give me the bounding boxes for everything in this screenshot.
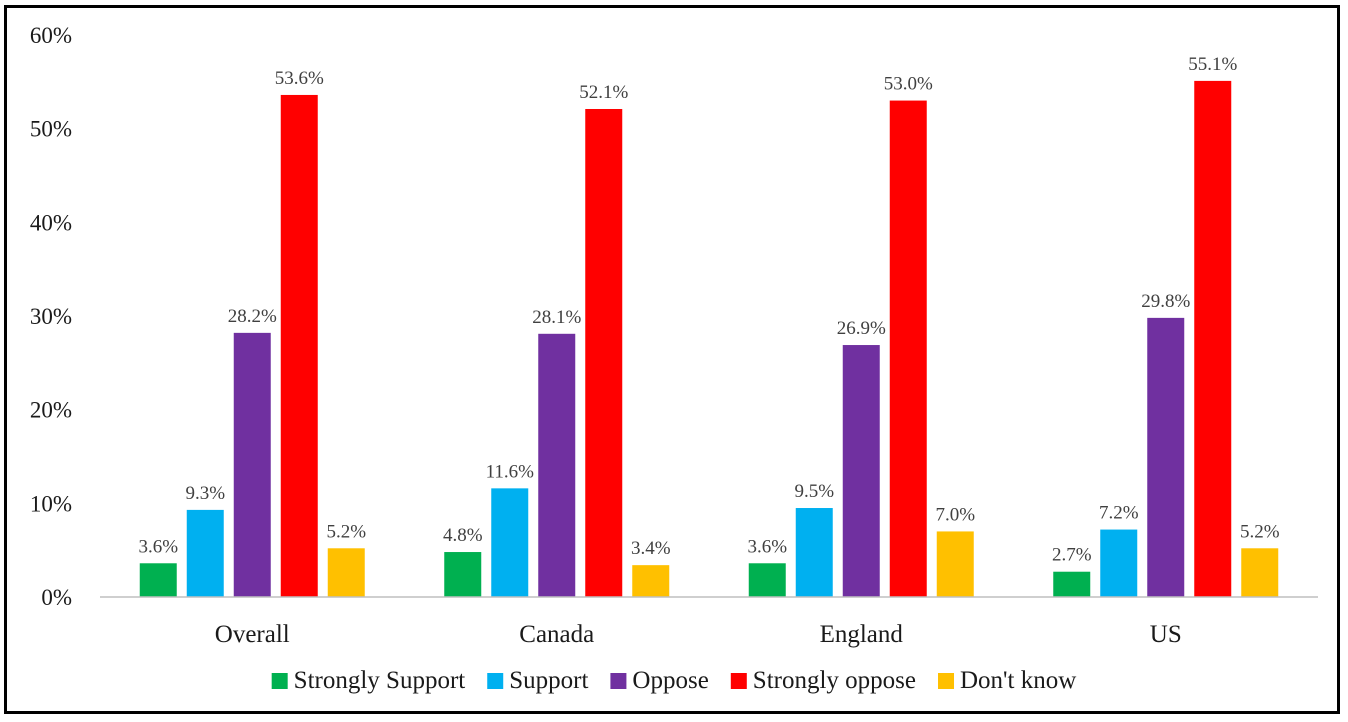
bar-don-t-know-england (936, 531, 974, 597)
data-label: 3.6% (747, 536, 787, 557)
data-label: 53.6% (275, 68, 324, 89)
bar-strongly-support-overall (139, 563, 177, 597)
legend: Strongly Support Support Oppose Strongly op… (271, 667, 1076, 694)
y-tick-label: 50% (30, 117, 72, 142)
data-label: 28.2% (228, 306, 277, 327)
y-tick-label: 0% (41, 585, 72, 610)
x-tick-label: Overall (215, 621, 290, 648)
data-label: 11.6% (486, 461, 535, 482)
bar-don-t-know-us (1241, 548, 1279, 597)
legend-swatch (271, 673, 288, 689)
y-tick-label: 40% (30, 210, 72, 235)
data-label: 4.8% (443, 525, 483, 546)
bar-support-us (1100, 529, 1138, 597)
data-label: 3.4% (631, 538, 671, 559)
bar-strongly-support-us (1053, 571, 1091, 597)
data-label: 5.2% (1240, 521, 1280, 542)
data-label: 28.1% (532, 307, 581, 328)
bar-support-england (795, 508, 833, 597)
bar-strongly-oppose-england (889, 100, 927, 598)
bar-oppose-overall (233, 332, 271, 597)
data-labels-group: 3.6% 9.3% 28.2% 53.6% 5.2% 4.8% 11.6% 28.1% 52.1… (138, 54, 1279, 566)
x-tick-label: England (820, 621, 904, 648)
bar-don-t-know-canada (632, 565, 670, 597)
legend-entry: Don't know (960, 667, 1076, 694)
bar-support-overall (186, 509, 224, 597)
data-label: 55.1% (1188, 54, 1237, 75)
bar-strongly-support-england (748, 563, 786, 597)
legend-entry: Oppose (632, 667, 708, 694)
bar-don-t-know-overall (327, 548, 365, 597)
y-tick-label: 20% (30, 398, 72, 423)
data-label: 53.0% (884, 74, 933, 95)
x-axis: Overall Canada England US (215, 621, 1182, 648)
bar-strongly-oppose-overall (280, 94, 318, 598)
legend-swatch (487, 673, 504, 689)
data-label: 7.0% (935, 504, 975, 525)
legend-swatch (610, 673, 627, 689)
data-label: 9.3% (185, 483, 225, 504)
data-label: 52.1% (579, 82, 628, 103)
y-axis: 0% 10% 20% 30% 40% 50% 60% (30, 23, 72, 610)
bar-oppose-us (1147, 317, 1185, 597)
y-tick-label: 30% (30, 304, 72, 329)
bar-oppose-england (842, 345, 880, 597)
data-label: 2.7% (1052, 545, 1092, 566)
legend-swatch (730, 673, 747, 689)
legend-entry: Support (509, 667, 588, 694)
bar-support-canada (491, 488, 529, 597)
bar-oppose-canada (538, 333, 576, 597)
bars-group (139, 80, 1279, 598)
y-tick-label: 60% (30, 23, 72, 48)
data-label: 26.9% (837, 318, 886, 339)
x-tick-label: Canada (519, 621, 594, 648)
data-label: 29.8% (1141, 291, 1190, 312)
legend-entry: Strongly oppose (753, 667, 916, 694)
legend-entry: Strongly Support (294, 667, 466, 694)
bar-strongly-support-canada (444, 552, 482, 597)
data-label: 7.2% (1099, 503, 1139, 524)
data-label: 9.5% (794, 481, 834, 502)
data-label: 5.2% (326, 521, 366, 542)
data-label: 3.6% (138, 536, 178, 557)
x-tick-label: US (1150, 621, 1182, 648)
bar-strongly-oppose-canada (585, 108, 623, 597)
bar-strongly-oppose-us (1194, 80, 1232, 597)
legend-swatch (938, 673, 955, 689)
y-tick-label: 10% (30, 491, 72, 516)
